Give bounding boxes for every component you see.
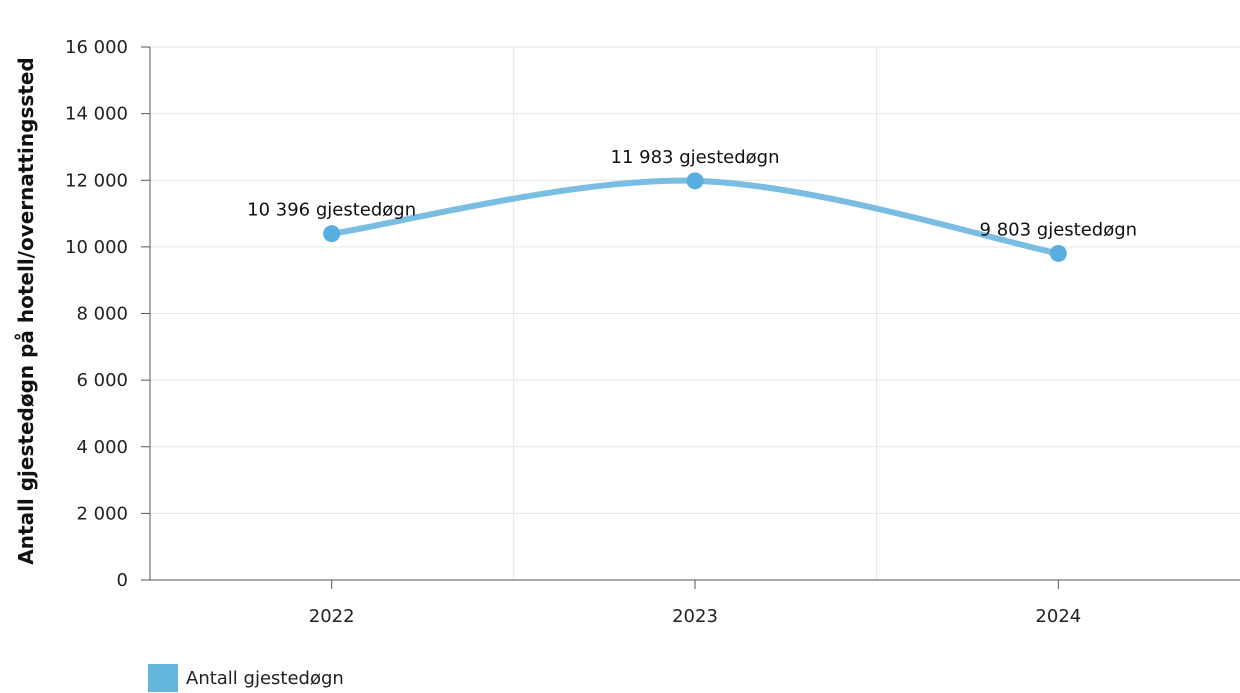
x-tick-label: 2024 — [1035, 606, 1081, 627]
legend-swatch — [148, 664, 178, 692]
data-label: 9 803 gjestedøgn — [980, 219, 1138, 240]
series — [323, 172, 1067, 262]
series-line — [328, 177, 1062, 257]
data-point — [323, 225, 341, 243]
x-tick-label: 2022 — [309, 606, 355, 627]
x-tick-label: 2023 — [672, 606, 718, 627]
y-tick-label: 16 000 — [65, 37, 128, 58]
axes: 0 2 000 4 000 6 000 8 000 10 000 12 000 14 000 1… — [65, 37, 1240, 627]
data-label: 10 396 gjestedøgn — [247, 200, 416, 221]
y-tick-label: 14 000 — [65, 104, 128, 125]
y-tick-label: 2 000 — [76, 503, 128, 524]
y-tick-label: 0 — [117, 570, 128, 591]
labels: 10 396 gjestedøgn 11 983 gjestedøgn 9 803 … — [247, 147, 1137, 241]
data-point — [686, 172, 704, 190]
y-tick-label: 6 000 — [76, 370, 128, 391]
y-tick-label: 12 000 — [65, 170, 128, 191]
legend[interactable]: Antall gjestedøgn — [148, 664, 344, 692]
y-tick-label: 10 000 — [65, 237, 128, 258]
data-point — [1049, 244, 1067, 262]
y-axis-title: Antall gjestedøgn på hotell/overnattings… — [14, 57, 38, 564]
legend-label: Antall gjestedøgn — [186, 667, 344, 689]
grid — [150, 46, 1240, 580]
y-tick-label: 4 000 — [76, 437, 128, 458]
data-label: 11 983 gjestedøgn — [611, 147, 780, 168]
y-tick-label: 8 000 — [76, 304, 128, 325]
